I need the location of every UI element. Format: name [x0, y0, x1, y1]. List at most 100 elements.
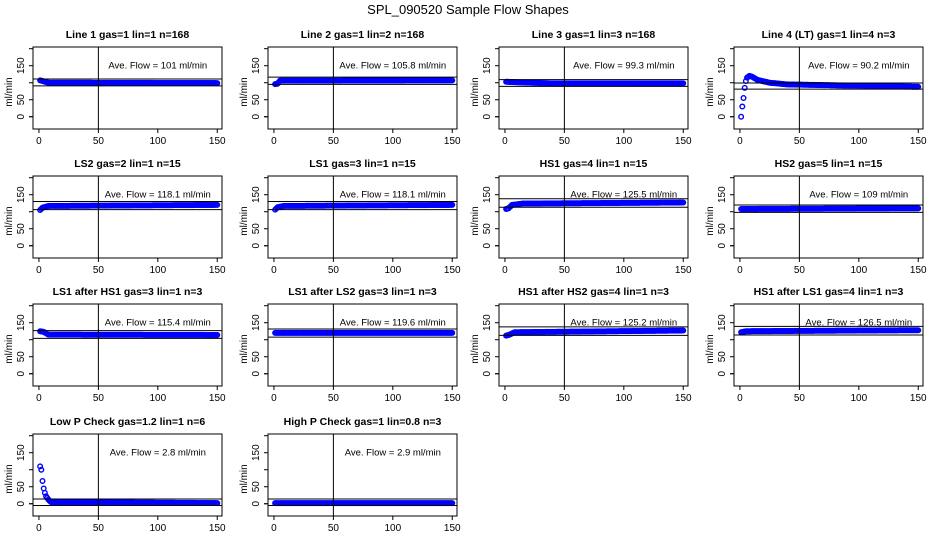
- y-tick-label: 50: [16, 351, 27, 363]
- x-tick-label: 0: [271, 136, 277, 147]
- average-flow-label: Ave. Flow = 2.9 ml/min: [345, 448, 441, 459]
- data-point: [41, 489, 48, 496]
- average-flow-label: Ave. Flow = 118.1 ml/min: [105, 190, 211, 201]
- x-tick-label: 100: [149, 265, 166, 276]
- y-tick-label: 150: [16, 57, 27, 74]
- y-tick-label: 150: [482, 186, 493, 203]
- x-tick-label: 50: [794, 265, 806, 276]
- y-tick-label: 0: [251, 371, 262, 377]
- x-tick-label: 50: [559, 136, 571, 147]
- x-tick-label: 100: [384, 136, 401, 147]
- y-tick-label: 50: [482, 223, 493, 235]
- data-points: [37, 201, 221, 214]
- panel: Line 3 gas=1 lin=3 n=168 Ave. Flow = 99.3…: [470, 29, 692, 147]
- panel: HS1 after LS1 gas=4 lin=1 n=3 Ave. Flow =…: [705, 286, 927, 404]
- x-tick-label: 150: [675, 393, 692, 404]
- panel-title: HS1 gas=4 lin=1 n=15: [540, 158, 648, 170]
- average-flow-label: Ave. Flow = 115.4 ml/min: [105, 318, 211, 329]
- x-tick-label: 50: [93, 136, 105, 147]
- y-tick-label: 50: [251, 481, 262, 493]
- data-point: [915, 205, 922, 212]
- x-tick-label: 100: [850, 265, 867, 276]
- y-axis-label: ml/min: [470, 334, 481, 363]
- x-tick-label: 50: [328, 136, 340, 147]
- x-tick-label: 100: [384, 265, 401, 276]
- y-tick-label: 150: [717, 314, 728, 331]
- x-tick-label: 50: [93, 523, 105, 534]
- y-tick-label: 150: [16, 186, 27, 203]
- y-axis-label: ml/min: [705, 206, 716, 235]
- plot-frame: [267, 175, 458, 259]
- y-tick-label: 0: [482, 243, 493, 249]
- y-tick-label: 50: [717, 223, 728, 235]
- data-point: [214, 201, 221, 208]
- y-tick-label: 50: [717, 94, 728, 106]
- y-axis-label: ml/min: [705, 77, 716, 106]
- panel-title: Line 3 gas=1 lin=3 n=168: [532, 29, 656, 41]
- chart-title: SPL_090520 Sample Flow Shapes: [367, 2, 569, 17]
- x-tick-label: 0: [36, 523, 42, 534]
- panel: LS1 gas=3 lin=1 n=15 Ave. Flow = 118.1 ml…: [239, 158, 461, 276]
- x-tick-label: 150: [444, 136, 461, 147]
- average-flow-label: Ave. Flow = 109 ml/min: [809, 190, 908, 201]
- data-point: [740, 95, 747, 102]
- y-tick-label: 0: [717, 243, 728, 249]
- y-tick-label: 0: [16, 243, 27, 249]
- panel: Line 4 (LT) gas=1 lin=4 n=3 Ave. Flow = 9…: [705, 29, 927, 147]
- data-points: [272, 201, 456, 213]
- data-points: [503, 78, 687, 87]
- x-tick-label: 100: [149, 136, 166, 147]
- x-tick-label: 100: [384, 523, 401, 534]
- panel: Low P Check gas=1.2 lin=1 n=6 Ave. Flow =…: [4, 416, 226, 534]
- x-tick-label: 0: [36, 265, 42, 276]
- y-tick-label: 150: [717, 57, 728, 74]
- data-points: [738, 72, 922, 120]
- y-tick-label: 50: [482, 94, 493, 106]
- y-tick-label: 0: [16, 114, 27, 120]
- plot-frame: [733, 175, 924, 259]
- average-flow-label: Ave. Flow = 101 ml/min: [108, 61, 207, 72]
- data-point: [680, 327, 687, 334]
- y-tick-label: 0: [251, 501, 262, 507]
- x-tick-label: 100: [615, 136, 632, 147]
- y-tick-label: 50: [251, 223, 262, 235]
- x-tick-label: 50: [328, 393, 340, 404]
- y-tick-label: 0: [251, 114, 262, 120]
- panel: High P Check gas=1 lin=0.8 n=3 Ave. Flow …: [239, 416, 461, 534]
- data-points: [738, 327, 922, 336]
- plot-frame: [733, 303, 924, 387]
- data-point: [738, 113, 745, 120]
- x-tick-label: 100: [615, 265, 632, 276]
- y-tick-label: 150: [251, 57, 262, 74]
- plot-frame: [32, 175, 223, 259]
- x-tick-label: 150: [444, 265, 461, 276]
- x-tick-label: 0: [502, 393, 508, 404]
- x-tick-label: 150: [444, 523, 461, 534]
- data-points: [272, 329, 456, 336]
- plot-frame: [32, 46, 223, 130]
- x-tick-label: 0: [271, 393, 277, 404]
- y-axis-label: ml/min: [4, 206, 15, 235]
- panel: LS1 after HS1 gas=3 lin=1 n=3 Ave. Flow =…: [4, 286, 226, 404]
- y-tick-label: 150: [251, 314, 262, 331]
- x-tick-label: 150: [209, 136, 226, 147]
- plot-frame: [32, 303, 223, 387]
- y-tick-label: 50: [251, 94, 262, 106]
- x-tick-label: 50: [93, 393, 105, 404]
- panel-title: High P Check gas=1 lin=0.8 n=3: [284, 416, 442, 428]
- y-tick-label: 150: [16, 444, 27, 461]
- data-point: [39, 477, 46, 484]
- data-points: [37, 77, 221, 87]
- x-tick-label: 150: [209, 265, 226, 276]
- average-flow-label: Ave. Flow = 126.5 ml/min: [805, 318, 912, 329]
- x-tick-label: 50: [93, 265, 105, 276]
- panel-title: Line 4 (LT) gas=1 lin=4 n=3: [762, 29, 896, 41]
- x-tick-label: 50: [794, 393, 806, 404]
- average-flow-label: Ave. Flow = 105.8 ml/min: [339, 61, 446, 72]
- y-tick-label: 50: [16, 94, 27, 106]
- x-tick-label: 50: [328, 523, 340, 534]
- x-tick-label: 50: [328, 265, 340, 276]
- data-points: [738, 205, 922, 213]
- plot-frame: [498, 303, 689, 387]
